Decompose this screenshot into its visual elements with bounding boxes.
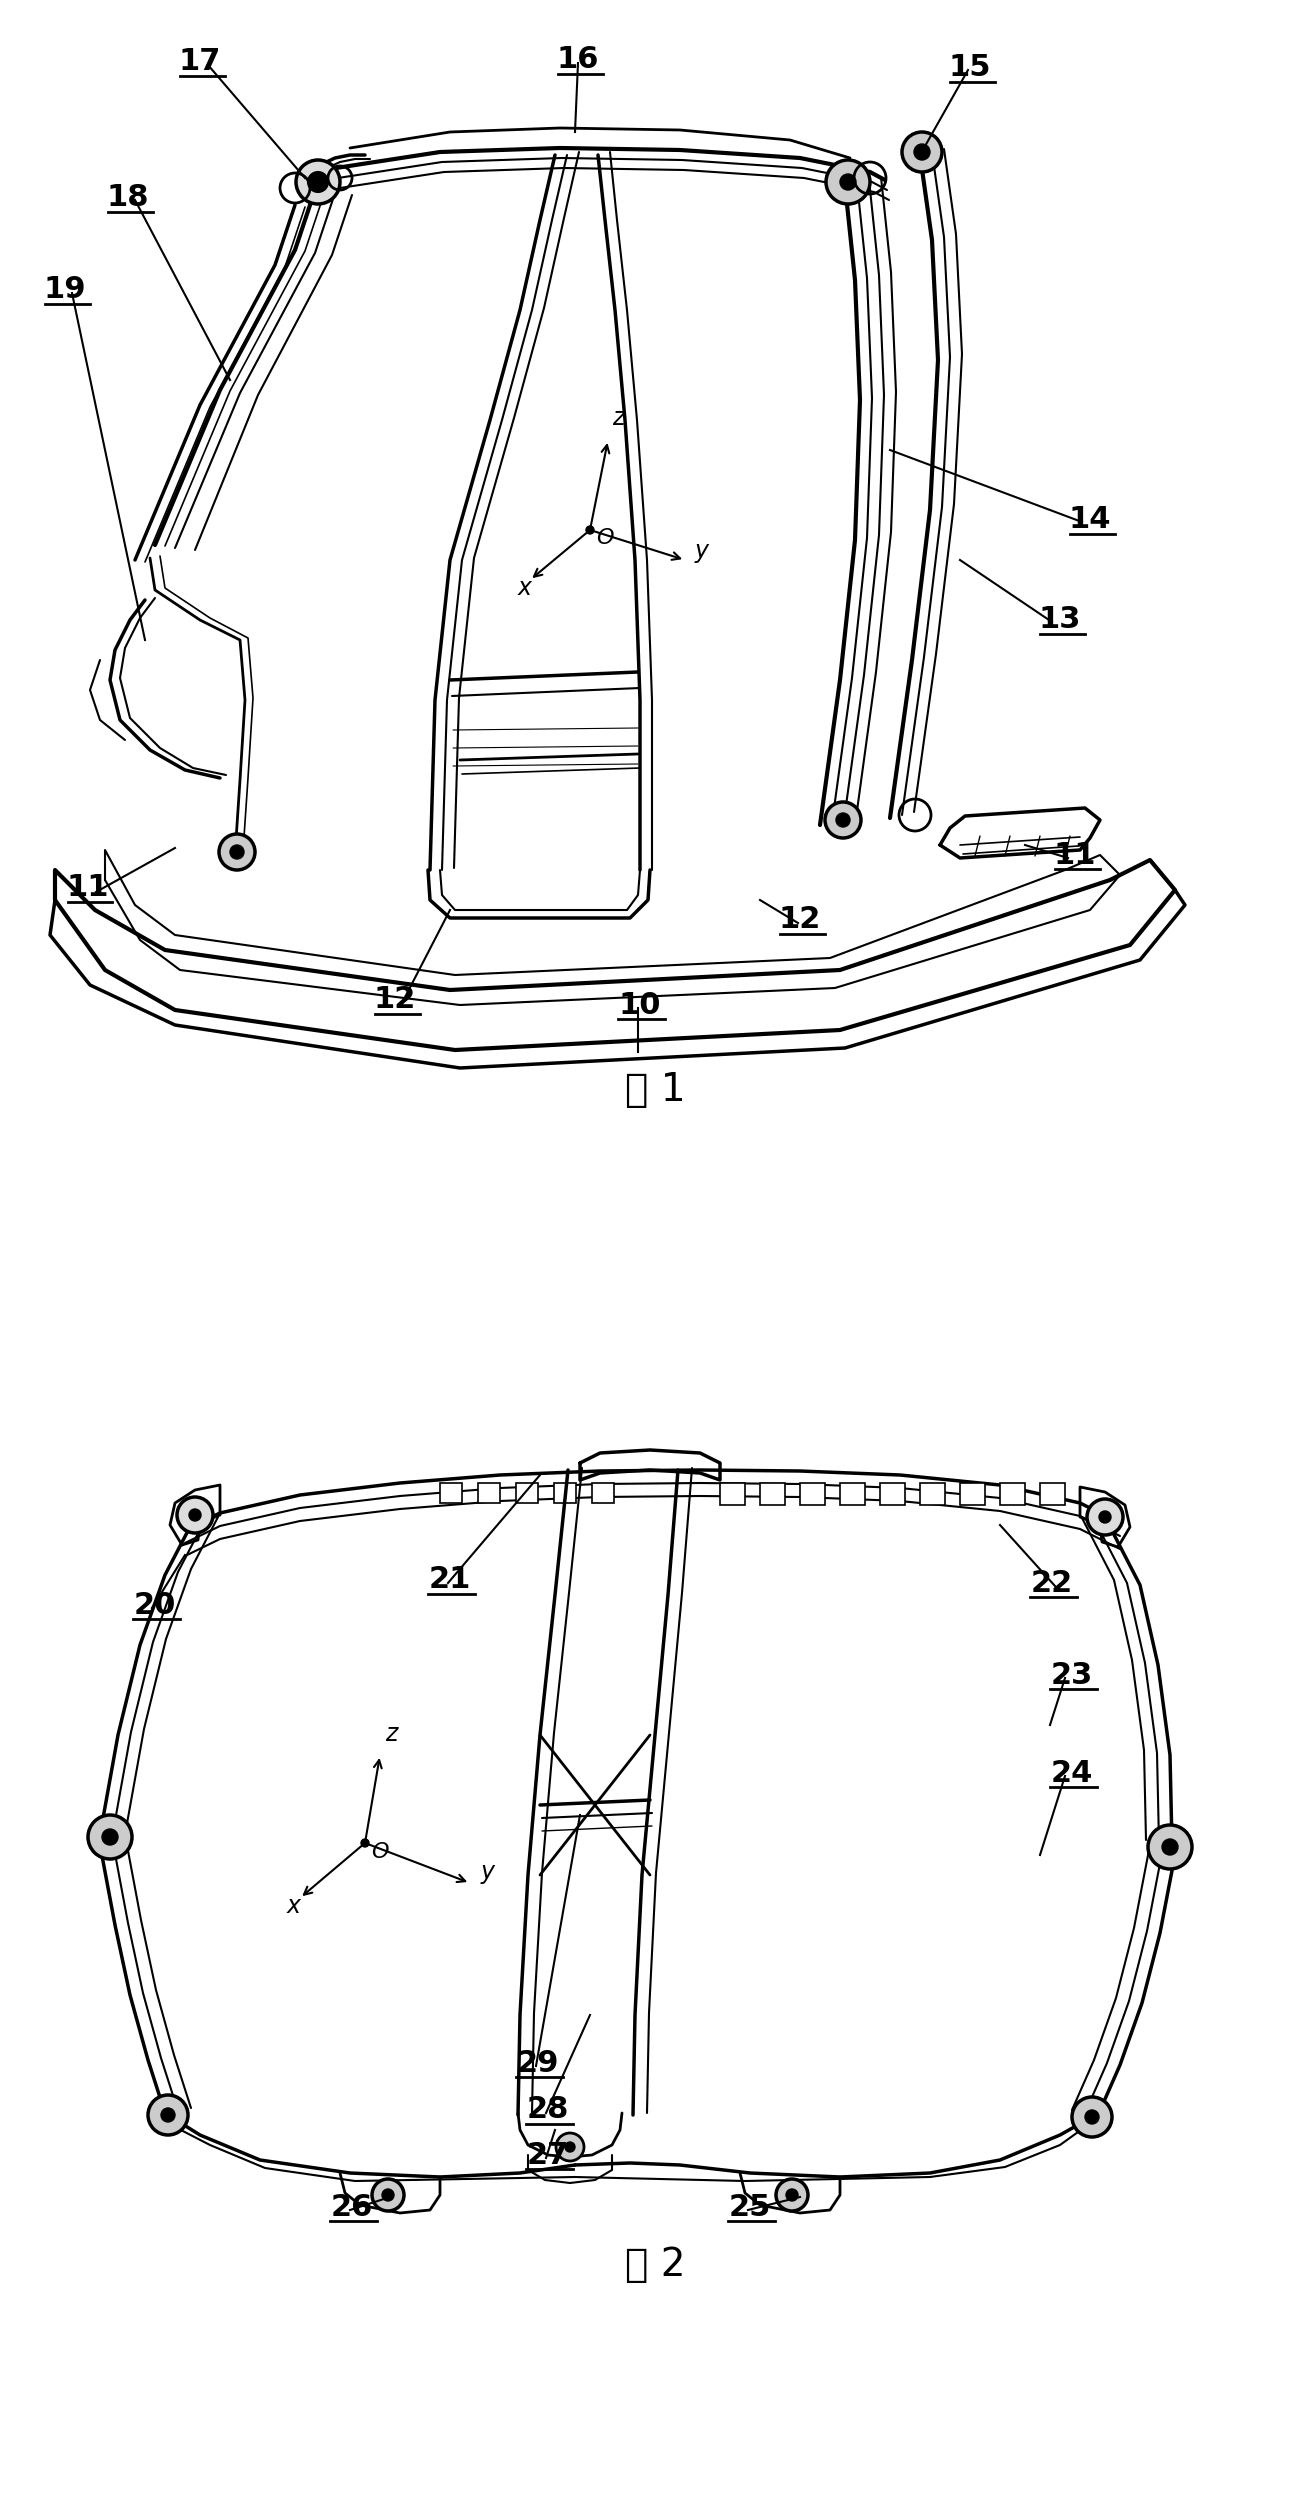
Text: 12: 12 — [374, 985, 416, 1015]
Circle shape — [372, 2179, 404, 2212]
Circle shape — [189, 1509, 201, 1522]
Circle shape — [382, 2189, 395, 2202]
Circle shape — [1086, 2109, 1099, 2124]
Circle shape — [308, 172, 328, 192]
Circle shape — [1087, 1499, 1124, 1534]
Bar — [960, 1482, 985, 1504]
Bar — [593, 1482, 614, 1502]
Text: O: O — [371, 1842, 388, 1862]
Bar — [555, 1482, 576, 1502]
Bar — [720, 1482, 745, 1504]
Text: 19: 19 — [43, 275, 87, 305]
Text: x: x — [287, 1894, 302, 1919]
Text: 17: 17 — [178, 47, 222, 77]
Text: z: z — [385, 1722, 397, 1747]
Bar — [1000, 1482, 1025, 1504]
Bar — [760, 1482, 785, 1504]
Circle shape — [776, 2179, 808, 2212]
Circle shape — [361, 1839, 368, 1847]
Circle shape — [565, 2142, 576, 2152]
Bar — [517, 1482, 538, 1502]
Bar — [1040, 1482, 1065, 1504]
Text: 14: 14 — [1068, 505, 1112, 535]
Text: 15: 15 — [949, 52, 991, 82]
Text: 18: 18 — [106, 182, 149, 212]
Circle shape — [586, 525, 594, 535]
Circle shape — [914, 145, 929, 160]
Circle shape — [1148, 1824, 1192, 1869]
Text: 13: 13 — [1038, 605, 1082, 635]
Text: 图 1: 图 1 — [624, 1072, 686, 1110]
Text: 图 2: 图 2 — [625, 2247, 686, 2284]
Circle shape — [229, 845, 244, 860]
Circle shape — [902, 132, 943, 172]
Circle shape — [1072, 2097, 1112, 2137]
Bar — [920, 1482, 945, 1504]
Circle shape — [826, 160, 871, 205]
Text: 24: 24 — [1051, 1759, 1093, 1787]
Text: 23: 23 — [1051, 1659, 1093, 1689]
Text: 25: 25 — [729, 2192, 771, 2222]
Circle shape — [148, 2094, 187, 2134]
Text: 29: 29 — [517, 2049, 560, 2077]
Circle shape — [219, 835, 256, 870]
Circle shape — [840, 175, 856, 190]
Text: 10: 10 — [619, 990, 661, 1020]
Text: 11: 11 — [1054, 840, 1096, 870]
Circle shape — [102, 1829, 118, 1844]
Circle shape — [836, 812, 850, 827]
Circle shape — [296, 160, 340, 205]
Text: x: x — [518, 575, 532, 600]
Circle shape — [1162, 1839, 1179, 1854]
Text: y: y — [481, 1859, 496, 1884]
Bar — [479, 1482, 499, 1502]
Circle shape — [88, 1814, 132, 1859]
Text: 21: 21 — [429, 1564, 471, 1594]
Circle shape — [556, 2134, 583, 2162]
Bar — [800, 1482, 825, 1504]
Bar — [440, 1482, 461, 1502]
Text: 11: 11 — [67, 875, 109, 902]
Circle shape — [787, 2189, 798, 2202]
Text: 20: 20 — [134, 1589, 176, 1619]
Circle shape — [825, 802, 861, 837]
Text: 22: 22 — [1030, 1569, 1074, 1597]
Text: 16: 16 — [557, 45, 599, 75]
Circle shape — [1099, 1512, 1110, 1522]
Circle shape — [161, 2109, 174, 2122]
Bar — [880, 1482, 905, 1504]
Text: 28: 28 — [527, 2097, 569, 2124]
Text: z: z — [612, 405, 624, 430]
Text: 26: 26 — [330, 2192, 374, 2222]
Bar — [840, 1482, 865, 1504]
Text: 27: 27 — [527, 2142, 569, 2169]
Text: 12: 12 — [779, 905, 821, 935]
Text: y: y — [695, 540, 709, 562]
Text: O: O — [597, 527, 614, 547]
Circle shape — [177, 1497, 212, 1532]
